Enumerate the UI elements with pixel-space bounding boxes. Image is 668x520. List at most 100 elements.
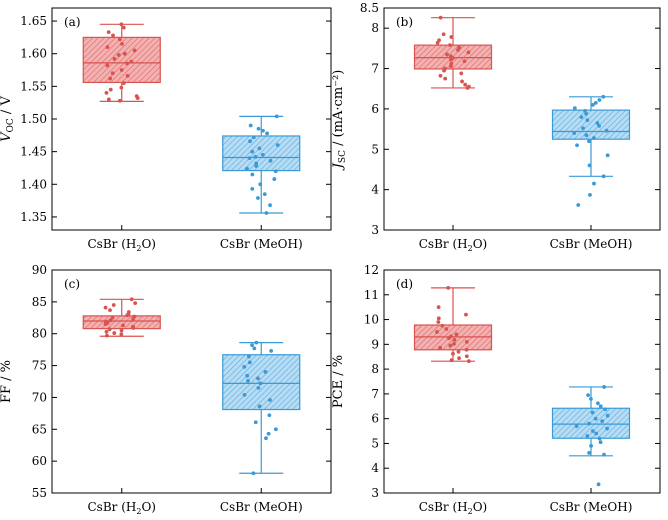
- data-point: [605, 413, 610, 418]
- data-point: [252, 346, 257, 351]
- y-tick-label: 3: [371, 223, 379, 237]
- data-point: [464, 354, 469, 359]
- data-point: [605, 426, 609, 431]
- data-point: [464, 312, 468, 317]
- data-point: [442, 68, 446, 73]
- data-point: [111, 303, 116, 307]
- data-point: [248, 139, 252, 144]
- data-point: [258, 182, 263, 187]
- data-point: [601, 174, 606, 179]
- panel-a: 1.35 1.40 1.45 1.50 1.55 1.60 1.65 (a) VOC / V Cs…: [0, 7, 332, 253]
- data-point: [246, 354, 251, 359]
- data-point: [456, 349, 461, 354]
- data-point: [454, 332, 459, 337]
- data-point: [436, 320, 441, 324]
- data-point: [590, 410, 595, 415]
- series-1: [82, 22, 161, 103]
- data-point: [132, 48, 137, 53]
- data-point: [257, 404, 262, 409]
- x-tick-label: CsBr (H2O): [88, 500, 156, 516]
- data-point: [256, 196, 260, 200]
- data-point: [445, 52, 449, 57]
- data-point: [448, 343, 453, 348]
- data-point: [272, 177, 277, 181]
- data-point: [112, 57, 117, 61]
- data-point: [273, 169, 278, 174]
- data-point: [108, 318, 113, 323]
- data-point: [441, 32, 446, 37]
- y-tick-label: 1.55: [20, 79, 47, 93]
- plot-frame: [383, 7, 661, 231]
- data-point: [108, 87, 113, 92]
- data-point: [131, 317, 135, 321]
- data-point: [121, 25, 126, 30]
- data-point: [105, 333, 109, 338]
- data-point: [253, 154, 258, 159]
- data-point: [268, 203, 272, 208]
- data-point: [576, 203, 581, 207]
- y-tick-label: 4: [371, 461, 379, 475]
- data-point: [251, 471, 256, 476]
- data-point: [274, 114, 279, 119]
- y-tick-label: 90: [32, 263, 47, 277]
- data-point: [106, 30, 111, 35]
- iqr-box: [82, 315, 161, 330]
- y-tick-label: 8: [371, 362, 379, 376]
- data-point: [438, 345, 442, 350]
- data-point: [258, 381, 263, 386]
- data-point: [593, 416, 598, 421]
- data-point: [269, 349, 274, 353]
- data-point: [121, 323, 125, 328]
- data-point: [594, 431, 599, 436]
- data-point: [588, 192, 592, 197]
- data-point: [256, 385, 261, 390]
- data-point: [254, 340, 259, 345]
- data-point: [465, 86, 470, 90]
- data-point: [264, 436, 268, 441]
- y-tick-label: 1.65: [20, 14, 47, 28]
- y-tick-label: 8.5: [360, 1, 379, 15]
- data-point: [250, 343, 254, 348]
- data-point: [253, 420, 258, 425]
- data-point: [593, 100, 598, 105]
- y-tick-label: 1.40: [20, 177, 47, 191]
- y-tick-label: 65: [32, 422, 47, 436]
- y-tick-label: 3: [371, 486, 379, 500]
- data-point: [119, 328, 124, 333]
- data-point: [464, 339, 469, 344]
- data-point: [579, 115, 584, 119]
- data-point: [590, 102, 595, 107]
- data-point: [104, 90, 109, 95]
- y-axis-label: VOC / V: [0, 96, 16, 142]
- data-point: [446, 336, 451, 341]
- data-point: [592, 136, 596, 140]
- iqr-box: [551, 109, 631, 140]
- data-point: [589, 396, 593, 401]
- data-point: [256, 376, 260, 381]
- data-point: [584, 133, 589, 138]
- data-point: [248, 123, 253, 128]
- y-tick-label: 11: [364, 288, 379, 302]
- data-point: [105, 63, 110, 68]
- y-tick-label: 10: [364, 313, 379, 327]
- data-point: [131, 326, 136, 330]
- panel-d: 3 4 5 6 7 8 9 10 11 12 (d) PCE / % CsBr (H2O) CsBr (M…: [331, 263, 661, 516]
- y-tick-label: 60: [32, 454, 47, 468]
- y-axis-label: JSC / (mA·cm⁻²): [331, 70, 348, 172]
- data-point: [438, 15, 443, 20]
- series-1: [82, 297, 161, 338]
- data-point: [463, 82, 468, 87]
- data-point: [247, 360, 252, 365]
- data-point: [602, 452, 606, 457]
- iqr-box: [222, 135, 301, 172]
- data-point: [462, 59, 467, 64]
- series-1: [413, 285, 493, 364]
- data-point: [440, 323, 445, 328]
- data-point: [585, 434, 590, 438]
- data-point: [590, 429, 595, 433]
- data-point: [256, 126, 261, 131]
- data-point: [129, 59, 134, 64]
- y-tick-label: 4: [371, 183, 379, 197]
- data-point: [446, 285, 451, 290]
- data-point: [587, 450, 591, 455]
